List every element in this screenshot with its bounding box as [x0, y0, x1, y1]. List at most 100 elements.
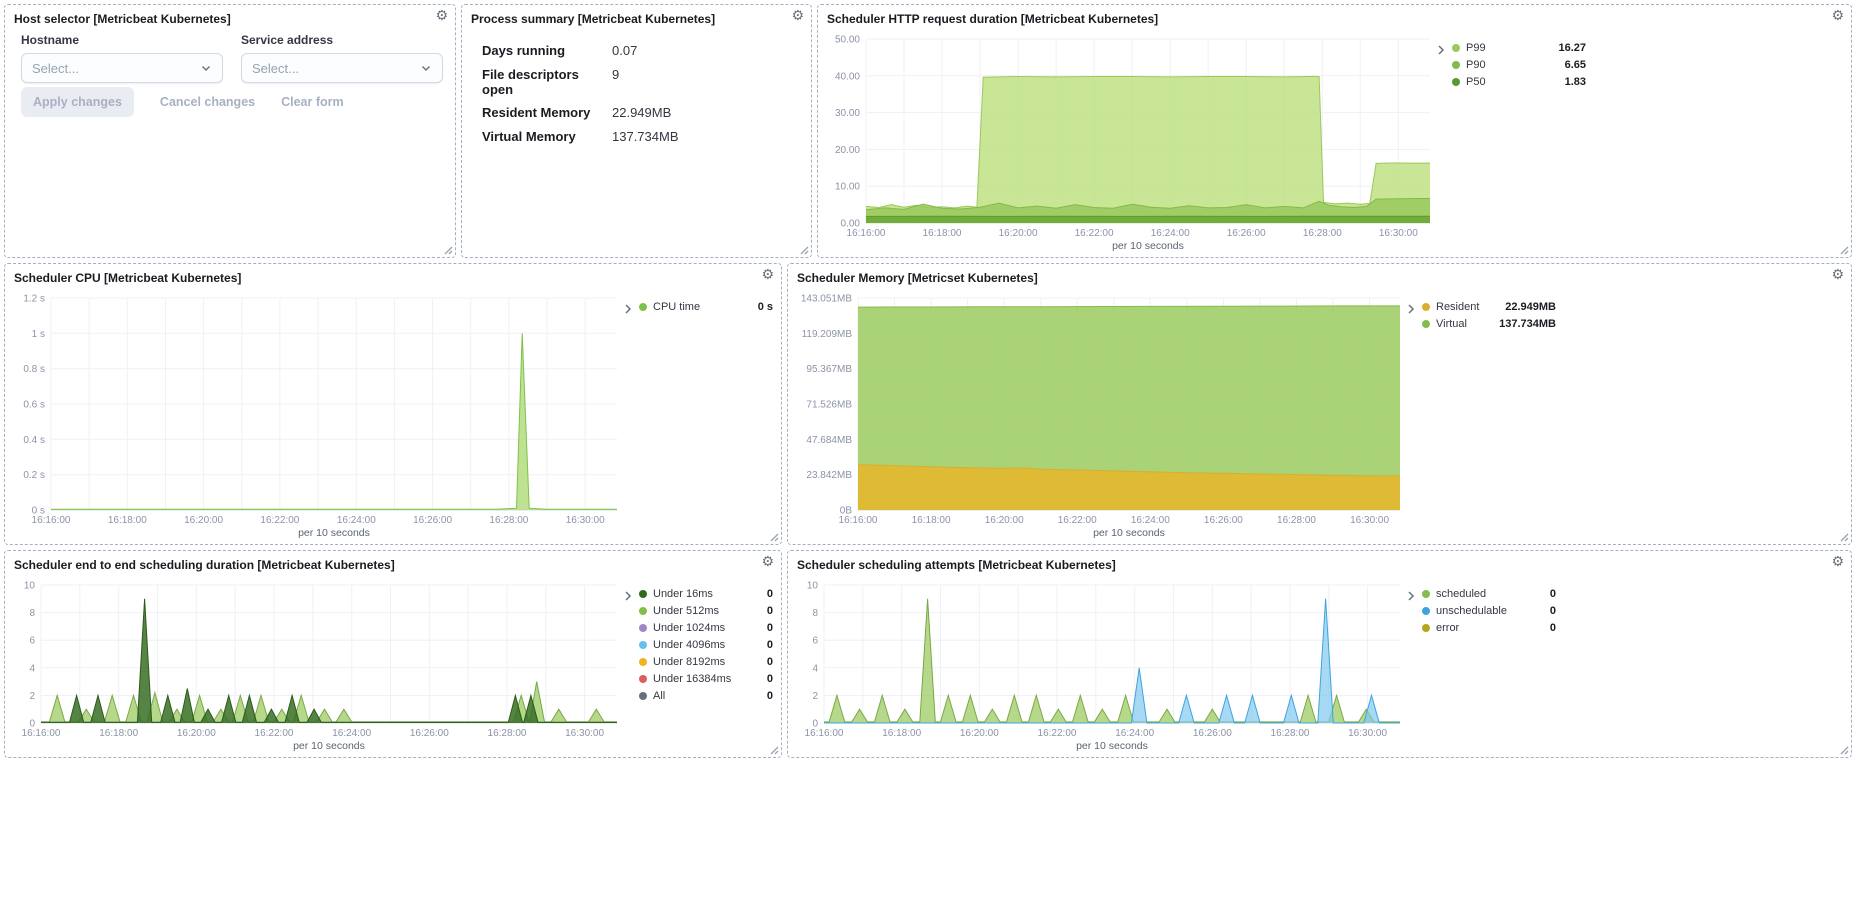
legend-dot [1452, 60, 1460, 69]
scheduling-attempts-chart: 0 2 4 6 8 10 16:16:00 16:18:00 16:20:00 16:22:00 1… [794, 577, 1406, 753]
legend-item[interactable]: error 0 [1422, 619, 1556, 636]
resize-handle[interactable] [768, 531, 779, 542]
legend-dot [1422, 319, 1430, 328]
legend-toggle-icon[interactable] [1406, 298, 1422, 540]
svg-text:8: 8 [29, 608, 35, 619]
chart-svg: 0 s 0.2 s 0.4 s 0.6 s 0.8 s 1 s 1.2 s 16:16:00 1… [23, 294, 617, 539]
panel-title: Host selector [Metricbeat Kubernetes] [14, 12, 231, 26]
legend-item[interactable]: Under 8192ms 0 [639, 653, 773, 670]
legend-item[interactable]: P50 1.83 [1452, 73, 1586, 90]
service-address-select-placeholder: Select... [252, 60, 299, 76]
resize-handle[interactable] [1838, 244, 1849, 255]
legend-dot [1422, 302, 1430, 311]
resize-handle[interactable] [768, 744, 779, 755]
clear-form-button[interactable]: Clear form [281, 95, 344, 109]
hostname-label: Hostname [21, 33, 80, 47]
svg-text:4: 4 [29, 663, 35, 674]
cancel-changes-button[interactable]: Cancel changes [159, 95, 256, 109]
svg-text:16:18:00: 16:18:00 [882, 728, 921, 739]
panel-http-request-duration: Scheduler HTTP request duration [Metricb… [817, 4, 1852, 258]
legend-item[interactable]: Under 4096ms 0 [639, 636, 773, 653]
panel-title: Scheduler Memory [Metricset Kubernetes] [797, 271, 1038, 285]
chart-legend: Under 16ms 0 Under 512ms 0 Under 1024ms 0 Unde… [623, 577, 773, 753]
svg-text:16:30:00: 16:30:00 [566, 515, 605, 526]
panel-settings-gear-icon[interactable]: ⚙ [1831, 267, 1844, 283]
svg-text:16:28:00: 16:28:00 [489, 515, 528, 526]
panel-settings-gear-icon[interactable]: ⚙ [791, 8, 804, 24]
legend-label: unschedulable [1436, 604, 1507, 617]
legend-label: Under 512ms [653, 604, 720, 617]
svg-text:8: 8 [812, 608, 818, 619]
process-summary-rows: Days running 0.07 File descriptors open … [482, 43, 679, 152]
legend-item[interactable]: Under 16384ms 0 [639, 670, 773, 687]
legend-item[interactable]: Virtual 137.734MB [1422, 315, 1556, 332]
legend-item[interactable]: Under 16ms 0 [639, 585, 773, 602]
panel-settings-gear-icon[interactable]: ⚙ [1831, 8, 1844, 24]
legend-dot [639, 640, 647, 649]
legend-dot [1422, 606, 1430, 615]
summary-label: Virtual Memory [482, 128, 576, 144]
legend-toggle-icon[interactable] [1436, 39, 1452, 253]
svg-text:16:26:00: 16:26:00 [1204, 515, 1243, 526]
chevron-down-icon [420, 62, 432, 74]
svg-text:0.6 s: 0.6 s [23, 400, 45, 411]
summary-row: File descriptors open 9 [482, 67, 679, 97]
service-address-label: Service address [241, 33, 334, 47]
resize-handle[interactable] [798, 244, 809, 255]
svg-text:23.842MB: 23.842MB [806, 470, 852, 481]
legend-value: 0 s [757, 300, 773, 313]
svg-text:16:26:00: 16:26:00 [410, 728, 449, 739]
svg-text:40.00: 40.00 [835, 71, 860, 82]
legend-item[interactable]: All 0 [639, 687, 773, 704]
legend-item[interactable]: Under 1024ms 0 [639, 619, 773, 636]
legend-label: P99 [1466, 41, 1486, 54]
legend-item[interactable]: Under 512ms 0 [639, 602, 773, 619]
legend-toggle-icon[interactable] [1406, 585, 1422, 753]
svg-text:119.209MB: 119.209MB [802, 329, 853, 340]
legend-item[interactable]: unschedulable 0 [1422, 602, 1556, 619]
legend-label: P90 [1466, 58, 1486, 71]
legend-item[interactable]: P90 6.65 [1452, 56, 1586, 73]
legend-toggle-icon[interactable] [623, 298, 639, 540]
legend-dot [639, 674, 647, 683]
svg-text:16:18:00: 16:18:00 [912, 515, 951, 526]
resize-handle[interactable] [442, 244, 453, 255]
legend-value: 0 [1549, 604, 1556, 617]
resize-handle[interactable] [1838, 531, 1849, 542]
legend-item[interactable]: P99 16.27 [1452, 39, 1586, 56]
panel-title: Process summary [Metricbeat Kubernetes] [471, 12, 716, 26]
svg-text:per 10 seconds: per 10 seconds [1076, 740, 1148, 752]
legend-items: P99 16.27 P90 6.65 P50 1.83 [1452, 39, 1586, 253]
legend-item[interactable]: scheduled 0 [1422, 585, 1556, 602]
panel-settings-gear-icon[interactable]: ⚙ [1831, 554, 1844, 570]
resize-handle[interactable] [1838, 744, 1849, 755]
panel-settings-gear-icon[interactable]: ⚙ [761, 554, 774, 570]
legend-toggle-icon[interactable] [623, 585, 639, 753]
svg-text:16:16:00: 16:16:00 [22, 728, 61, 739]
summary-value: 0.07 [612, 43, 638, 58]
service-address-select[interactable]: Select... [241, 53, 443, 83]
legend-label: Under 16ms [653, 587, 713, 600]
http-duration-chart: 0.00 10.00 20.00 30.00 40.00 50.00 16:16:00 16:… [824, 31, 1436, 253]
panel-settings-gear-icon[interactable]: ⚙ [435, 8, 448, 24]
summary-row: Virtual Memory 137.734MB [482, 129, 679, 144]
apply-changes-button[interactable]: Apply changes [21, 87, 134, 117]
chart-svg: 0 2 4 6 8 10 16:16:00 16:18:00 16:20:00 16:22:00 1… [22, 581, 617, 752]
svg-text:16:24:00: 16:24:00 [332, 728, 371, 739]
legend-item[interactable]: Resident 22.949MB [1422, 298, 1556, 315]
svg-text:16:30:00: 16:30:00 [565, 728, 604, 739]
svg-text:1 s: 1 s [32, 329, 45, 340]
legend-value: 0 [766, 621, 773, 634]
legend-item[interactable]: CPU time 0 s [639, 298, 773, 315]
legend-label: Under 16384ms [653, 672, 732, 685]
legend-value: 0 [766, 689, 773, 702]
svg-text:20.00: 20.00 [835, 145, 860, 156]
panel-settings-gear-icon[interactable]: ⚙ [761, 267, 774, 283]
svg-text:16:16:00: 16:16:00 [32, 515, 71, 526]
svg-text:per 10 seconds: per 10 seconds [1093, 527, 1165, 539]
chart-legend: Resident 22.949MB Virtual 137.734MB [1406, 290, 1556, 540]
hostname-select[interactable]: Select... [21, 53, 223, 83]
svg-text:16:26:00: 16:26:00 [1227, 228, 1266, 239]
legend-items: CPU time 0 s [639, 298, 773, 540]
